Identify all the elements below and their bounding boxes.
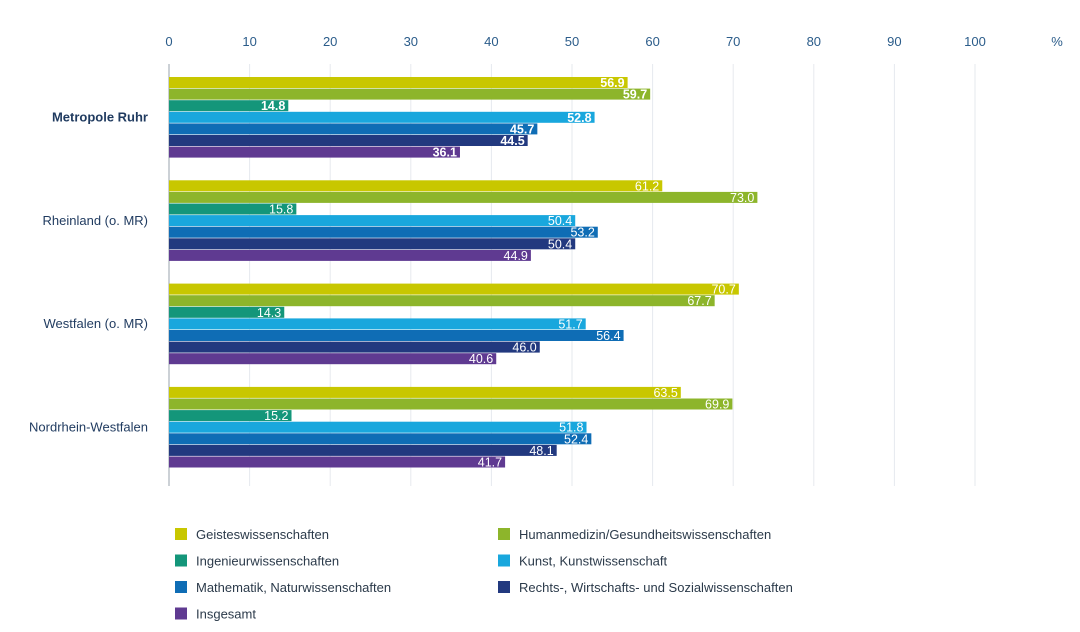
x-tick-label: 80	[807, 34, 821, 49]
legend-swatch	[175, 581, 187, 593]
bar	[169, 283, 739, 295]
bar-value-label: 46.0	[512, 341, 536, 355]
bar-value-label: 41.7	[478, 456, 502, 470]
category-label: Nordrhein-Westfalen	[29, 420, 148, 435]
bar	[169, 100, 289, 112]
bar-value-label: 63.5	[653, 386, 677, 400]
bar-value-label: 51.8	[559, 421, 583, 435]
bar	[169, 226, 598, 238]
x-tick-label: 60	[645, 34, 659, 49]
bar	[169, 353, 497, 365]
bar-value-label: 44.9	[504, 249, 528, 263]
bar	[169, 433, 592, 445]
bar-value-label: 69.9	[705, 398, 729, 412]
legend-label: Mathematik, Naturwissenschaften	[196, 580, 391, 595]
bar-value-label: 40.6	[469, 352, 493, 366]
bar	[169, 421, 587, 433]
legend-swatch	[175, 528, 187, 540]
x-tick-label: 70	[726, 34, 740, 49]
legend-swatch	[498, 554, 510, 567]
category-label: Westfalen (o. MR)	[43, 316, 148, 331]
bar-value-label: 52.4	[564, 432, 588, 446]
bar-value-label: 14.8	[261, 99, 285, 113]
legend-label: Geisteswissenschaften	[196, 527, 329, 542]
bars: 56.959.7 14.8 52.8 45.744.5 36.1 61.2 73.0 15.8…	[169, 76, 758, 470]
bar-value-label: 50.4	[548, 237, 572, 251]
bar-value-label: 36.1	[433, 146, 457, 160]
bar-value-label: 51.7	[558, 317, 582, 331]
bar-value-label: 15.8	[269, 203, 293, 217]
x-tick-label: 90	[887, 34, 901, 49]
bar-value-label: 67.7	[687, 294, 711, 308]
x-tick-label: 50	[565, 34, 579, 49]
bar	[169, 77, 628, 88]
bar-value-label: 14.3	[257, 306, 281, 320]
legend-swatch	[175, 554, 187, 567]
bar	[169, 398, 733, 410]
bar-value-label: 53.2	[570, 226, 594, 240]
bar-value-label: 56.9	[600, 76, 624, 90]
category-label: Rheinland (o. MR)	[43, 213, 149, 228]
bar-value-label: 15.2	[264, 409, 288, 423]
bar	[169, 146, 460, 158]
bar	[169, 318, 586, 330]
bar-value-label: 45.7	[510, 122, 534, 136]
legend-label: Humanmedizin/Gesundheitswissenschaften	[519, 527, 771, 542]
bar	[169, 88, 651, 100]
x-tick-label: 30	[404, 34, 418, 49]
x-tick-label: 20	[323, 34, 337, 49]
x-axis-ticks: 0 10 20 30 40 50 60 70 80 90 100%	[165, 34, 1063, 49]
bar-value-label: 50.4	[548, 214, 572, 228]
x-tick-label: 40	[484, 34, 498, 49]
bar	[169, 341, 540, 353]
bar-value-label: 61.2	[635, 179, 659, 193]
bar	[169, 123, 538, 135]
legend-swatch	[175, 607, 187, 620]
bar	[169, 249, 531, 261]
bar-value-label: 44.5	[500, 134, 524, 148]
bar	[169, 456, 506, 468]
bar	[169, 180, 663, 192]
legend: Geisteswissenschaften Humanmedizin/Gesund…	[175, 527, 793, 622]
bar	[169, 386, 681, 398]
bar-value-label: 73.0	[730, 191, 754, 205]
legend-label: Kunst, Kunstwissenschaft	[519, 554, 668, 569]
bar-value-label: 48.1	[529, 444, 553, 458]
bar	[169, 238, 576, 250]
bar-value-label: 70.7	[711, 283, 735, 297]
bar	[169, 410, 292, 422]
bar	[169, 306, 285, 318]
bar	[169, 295, 715, 307]
category-labels: Metropole Ruhr Rheinland (o. MR) Westfalen…	[29, 110, 148, 435]
x-tick-label: 0	[165, 34, 172, 49]
bar	[169, 111, 595, 123]
legend-swatch	[498, 581, 510, 593]
legend-label: Ingenieurwissenschaften	[196, 554, 339, 569]
bar	[169, 444, 557, 456]
unit-label: %	[1051, 34, 1063, 49]
bar-value-label: 56.4	[596, 329, 620, 343]
legend-label: Rechts-, Wirtschafts- und Sozialwissensc…	[519, 580, 793, 595]
legend-swatch	[498, 528, 510, 540]
bar	[169, 215, 576, 227]
x-tick-label: 10	[242, 34, 256, 49]
x-tick-label: 100	[964, 34, 986, 49]
bar	[169, 203, 297, 215]
legend-label: Insgesamt	[196, 607, 256, 622]
category-label: Metropole Ruhr	[52, 110, 148, 125]
bar	[169, 191, 758, 203]
bar-value-label: 59.7	[623, 88, 647, 102]
bar	[169, 135, 528, 146]
bar	[169, 330, 624, 341]
bar-value-label: 52.8	[567, 111, 591, 125]
